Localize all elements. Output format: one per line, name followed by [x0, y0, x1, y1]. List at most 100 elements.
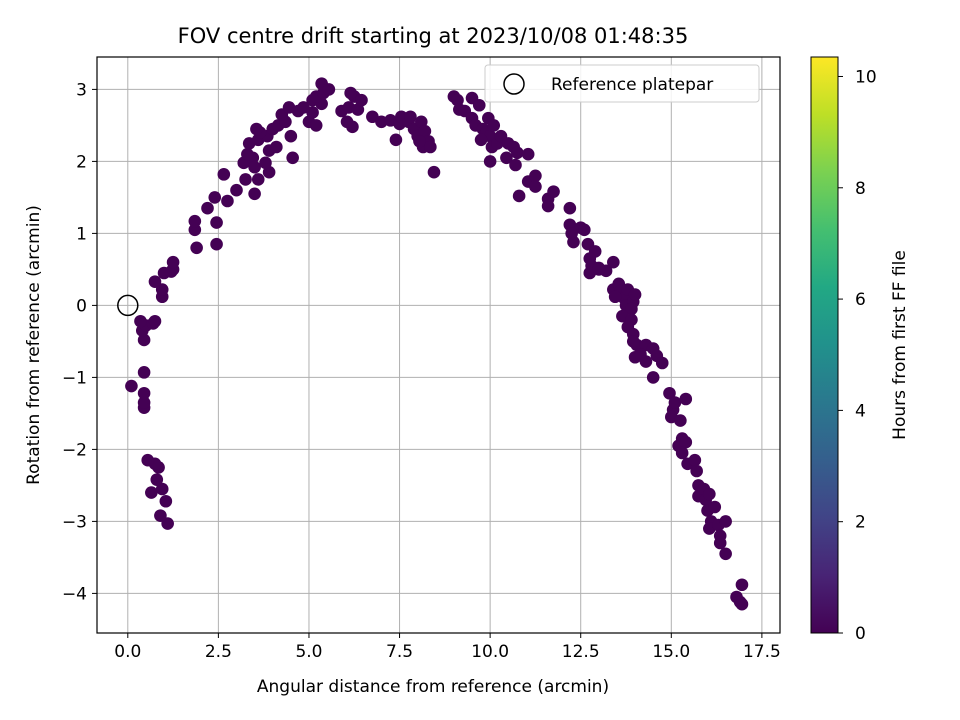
data-point: [703, 487, 716, 501]
x-tick-label: 2.5: [205, 642, 232, 662]
y-axis-label: Rotation from reference (arcmin): [24, 205, 44, 485]
data-point: [674, 414, 687, 427]
data-point: [509, 158, 522, 172]
data-point: [248, 187, 261, 201]
data-point: [188, 223, 202, 237]
data-point: [248, 160, 261, 174]
data-point: [735, 578, 749, 592]
data-point: [210, 216, 223, 229]
colorbar-gradient: [810, 56, 839, 634]
data-point: [708, 500, 722, 514]
colorbar-tick-label: 2: [855, 513, 866, 533]
legend-marker-reference: [503, 73, 525, 95]
x-tick-label: 15.0: [652, 642, 690, 662]
data-point: [241, 147, 254, 161]
data-point: [210, 237, 223, 251]
data-point: [607, 255, 620, 269]
data-point: [565, 227, 578, 240]
data-point: [529, 169, 542, 183]
data-point: [137, 366, 151, 379]
y-tick-label: −2: [62, 440, 87, 460]
data-point: [188, 214, 202, 228]
data-point: [251, 173, 265, 186]
data-point: [418, 124, 432, 138]
data-point: [221, 194, 234, 208]
data-point: [322, 83, 336, 96]
data-point: [413, 134, 426, 148]
data-point: [404, 110, 417, 124]
y-tick-label: −4: [62, 584, 87, 604]
y-tick-label: 1: [76, 224, 87, 244]
chart-title: FOV centre drift starting at 2023/10/08 …: [178, 24, 689, 48]
data-point: [474, 133, 488, 147]
x-tick-label: 5.0: [295, 642, 322, 662]
data-point: [628, 350, 642, 364]
data-point: [679, 435, 693, 449]
data-point: [217, 168, 231, 181]
data-point: [286, 151, 299, 165]
data-point: [719, 547, 732, 561]
data-point: [355, 93, 368, 107]
data-point: [719, 515, 732, 528]
x-tick-label: 17.5: [743, 642, 781, 662]
legend-box: [484, 64, 760, 103]
data-point: [512, 189, 526, 203]
data-point: [563, 201, 577, 215]
x-axis-label: Angular distance from reference (arcmin): [257, 677, 609, 697]
colorbar-tick-label: 10: [855, 67, 877, 87]
data-point: [626, 335, 640, 348]
colorbar-label: Hours from first FF file: [890, 250, 910, 440]
x-tick-label: 7.5: [386, 642, 413, 662]
data-point: [270, 140, 283, 154]
colorbar-tick-label: 0: [855, 624, 866, 644]
data-point: [137, 333, 151, 347]
colorbar-tick-label: 6: [855, 290, 866, 310]
data-point: [578, 223, 591, 237]
legend-label-reference: Reference platepar: [551, 75, 713, 95]
data-point: [150, 473, 164, 486]
data-point: [309, 119, 323, 132]
data-point: [154, 509, 167, 522]
data-point: [451, 93, 464, 107]
data-point: [628, 288, 642, 301]
axis-ticks: 0.0 2.5 5.0 7.5 10.0 12.5 15.0 17.5 3 2 1 0 −1 −2 −3 −4: [62, 80, 781, 662]
data-point: [529, 180, 542, 193]
y-tick-label: 2: [76, 152, 87, 172]
data-point: [125, 379, 138, 393]
data-point: [625, 302, 638, 316]
colorbar-tick-label: 4: [855, 401, 866, 421]
colorbar: 0 2 4 6 8 10 Hours from first FF file: [810, 56, 910, 644]
data-point: [134, 314, 147, 328]
data-point: [472, 98, 486, 112]
y-tick-label: −3: [62, 512, 87, 532]
data-point: [346, 120, 359, 134]
data-point: [166, 255, 180, 269]
data-point: [145, 486, 158, 499]
data-point: [663, 386, 676, 400]
data-point: [208, 191, 222, 204]
data-point: [389, 133, 403, 147]
data-point: [639, 355, 653, 368]
legend: Reference platepar: [484, 64, 760, 103]
plot-frame: [96, 56, 781, 634]
data-points: [117, 77, 749, 611]
colorbar-tick-label: 8: [855, 179, 866, 199]
data-point: [155, 482, 169, 496]
data-point: [547, 185, 560, 198]
data-point: [141, 453, 155, 467]
data-point: [688, 453, 702, 467]
data-point: [592, 263, 606, 276]
data-point: [148, 314, 162, 328]
y-tick-label: −1: [62, 368, 87, 388]
data-point: [190, 241, 203, 255]
data-point: [201, 201, 214, 215]
data-point: [646, 371, 660, 384]
data-point: [344, 86, 357, 100]
data-point: [159, 494, 173, 508]
data-point: [148, 275, 162, 288]
data-point: [541, 199, 555, 213]
y-tick-label: 0: [76, 296, 87, 316]
y-tick-label: 3: [76, 80, 87, 100]
